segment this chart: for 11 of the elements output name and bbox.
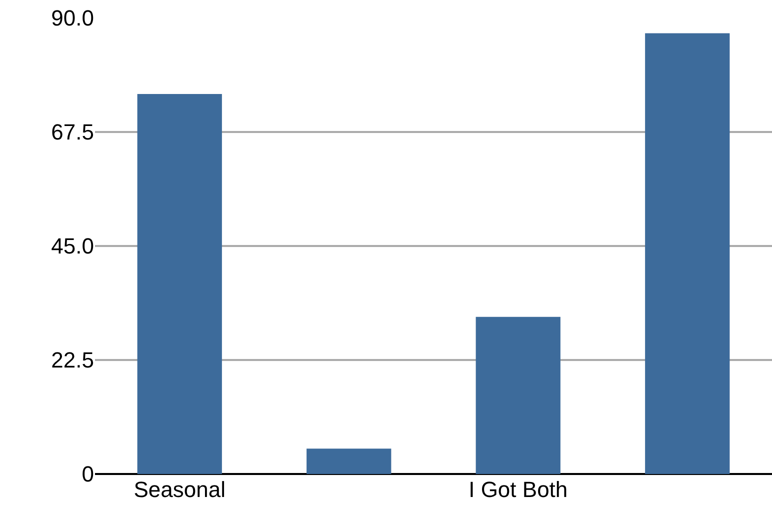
x-tick-label: Seasonal — [134, 477, 226, 502]
y-tick-label: 22.5 — [51, 348, 94, 373]
x-tick-label: I Got Both — [468, 477, 568, 502]
bar — [306, 448, 392, 474]
y-tick-label: 45.0 — [51, 234, 94, 259]
y-tick-label: 67.5 — [51, 120, 94, 145]
bar — [476, 316, 560, 474]
bar — [137, 94, 222, 474]
bar — [645, 33, 730, 474]
y-tick-label: 0 — [82, 462, 94, 487]
y-tick-label: 90.0 — [51, 6, 94, 31]
